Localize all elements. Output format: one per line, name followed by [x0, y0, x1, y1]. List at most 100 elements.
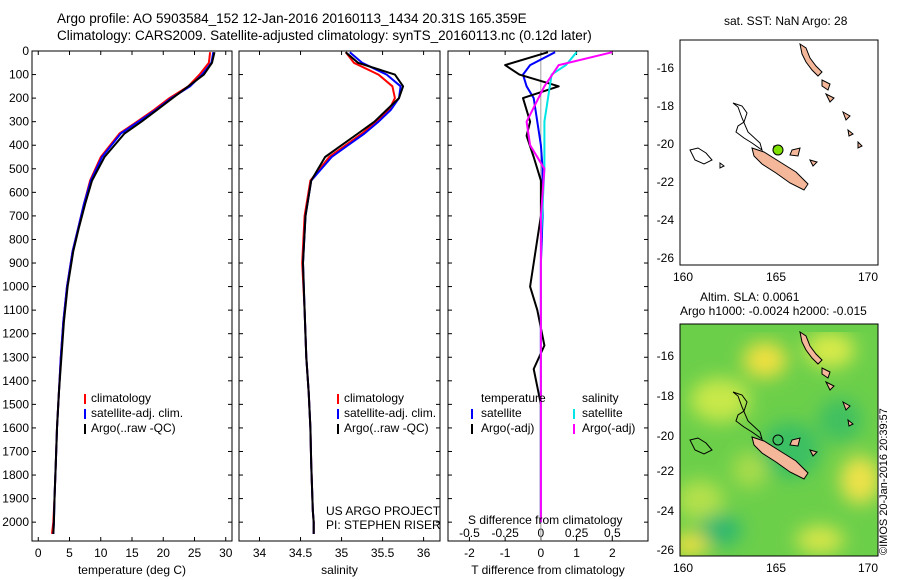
xtick-label: -1: [500, 546, 511, 560]
ytick-label: 1000: [2, 280, 29, 294]
salinity-profile-panel: 34 34.5 35 35.5 36 salinity: [238, 50, 441, 577]
xtick-label: 34: [253, 546, 267, 560]
copyright-timestamp: ©IMOS 20-Jan-2016 20:39:57: [878, 408, 890, 555]
ytick-label: 300: [9, 115, 29, 129]
ytick-label: -20: [657, 429, 675, 443]
xtick-label: 35.5: [371, 546, 395, 560]
difference-profile-panel: -2 -1 0 1 2-0.5 -0.25 0 0.25 0.5T difference fro…: [447, 50, 649, 577]
top-tick-label: -0.25: [491, 526, 519, 540]
coastline: [689, 391, 763, 455]
ytick-label: -20: [657, 137, 675, 151]
xtick-label: 35: [335, 546, 349, 560]
ytick-label: 700: [9, 209, 29, 223]
plot-frame: [447, 50, 649, 542]
xtick-label: 0: [35, 546, 42, 560]
ytick-label: 1700: [2, 444, 29, 458]
land: [751, 42, 863, 191]
legend-climatology: climatology: [344, 391, 404, 405]
legend-sal-satellite: satellite: [582, 406, 623, 420]
temperature-legend: climatology satellite-adj. clim. Argo(..…: [84, 391, 183, 435]
ytick-label: -16: [657, 349, 675, 363]
xtick-label: 20: [157, 546, 171, 560]
top-tick-label: 0.25: [565, 526, 589, 540]
ytick-label: -22: [657, 175, 675, 189]
ytick-label: 1400: [2, 374, 29, 388]
legend-argo: Argo(..raw -QC): [91, 421, 176, 435]
sst-map-title: sat. SST: NaN Argo: 28: [724, 14, 848, 28]
sla-map-title-1: Altim. SLA: 0.0061: [700, 290, 800, 304]
pi-note: PI: STEPHEN RISER: [326, 518, 441, 532]
ytick-label: 500: [9, 162, 29, 176]
xtick-label: 165: [766, 561, 786, 575]
sst-map-ticks: -16 -18 -20 -22 -24 -26: [657, 61, 675, 265]
ytick-label: 2000: [2, 515, 29, 529]
argo-position-marker: [772, 434, 784, 446]
difference-legend: temperature satellite Argo(-adj) salinit…: [468, 391, 635, 527]
x-axis-label: T difference from climatology: [471, 563, 625, 577]
ytick-label: 1800: [2, 468, 29, 482]
project-note: US ARGO PROJECT: [326, 504, 441, 518]
xtick-label: 10: [94, 546, 108, 560]
xtick-label: 15: [125, 546, 139, 560]
series-line-argo: [302, 51, 405, 534]
xtick-label: 2: [609, 546, 616, 560]
ytick-label: 400: [9, 138, 29, 152]
ytick-label: -16: [657, 61, 675, 75]
sla-map-xticks: 160 165 170: [673, 561, 878, 575]
argo-position-marker: [772, 144, 784, 156]
x-axis-label: temperature (deg C): [78, 563, 186, 577]
top-axis-label: S difference from climatology: [468, 513, 623, 527]
header-line-1: Argo profile: AO 5903584_152 12-Jan-2016…: [57, 11, 527, 26]
xtick-label: -2: [464, 546, 475, 560]
ytick-label: -24: [657, 213, 675, 227]
sla-map: Altim. SLA: 0.0061 Argo h1000: -0.0024 h…: [657, 290, 879, 575]
xtick-label: 165: [766, 270, 786, 284]
xtick-label: 30: [219, 546, 233, 560]
sla-map-ticks: -16 -18 -20 -22 -24 -26: [657, 349, 675, 557]
ytick-label: 1100: [3, 303, 29, 317]
ytick-label: 600: [9, 185, 29, 199]
ytick-label: -26: [657, 543, 675, 557]
ytick-label: 100: [9, 68, 29, 82]
ytick-label: 0: [22, 44, 29, 58]
ytick-label: -18: [657, 99, 675, 113]
xtick-label: 25: [188, 546, 202, 560]
xtick-label: 1: [573, 546, 580, 560]
ytick-label: -24: [657, 504, 675, 518]
legend-temp-argo: Argo(-adj): [481, 421, 534, 435]
legend-argo: Argo(..raw -QC): [344, 421, 429, 435]
ytick-label: 1300: [2, 350, 29, 364]
xtick-label: 5: [66, 546, 73, 560]
salinity-legend: climatology satellite-adj. clim. Argo(..…: [326, 391, 441, 532]
ytick-label: 1500: [2, 397, 29, 411]
series-line-argo: [52, 51, 216, 534]
sla-map-title-2: Argo h1000: -0.0024 h2000: -0.015: [680, 304, 867, 318]
series-line-sal_argo: [525, 51, 613, 523]
sst-map: sat. SST: NaN Argo: 28 -16 -18 -20 -22 -…: [657, 14, 879, 284]
xtick-label: 36: [417, 546, 431, 560]
top-tick-label: 0.5: [604, 526, 621, 540]
legend-salinity-heading: salinity: [582, 391, 619, 405]
ytick-label: 800: [9, 232, 29, 246]
ytick-label: 1600: [2, 421, 29, 435]
sla-map-frame: [679, 323, 879, 557]
ytick-label: 1200: [2, 327, 29, 341]
ytick-label: -18: [657, 389, 675, 403]
temperature-profile-panel: 0100200300400500600700800900100011001200…: [2, 44, 232, 577]
legend-temperature-heading: temperature: [481, 391, 546, 405]
legend-satellite: satellite-adj. clim.: [344, 406, 436, 420]
xtick-label: 170: [858, 561, 878, 575]
ytick-label: -26: [657, 251, 675, 265]
ytick-label: 1900: [2, 492, 29, 506]
ytick-label: -22: [657, 464, 675, 478]
ytick-label: 200: [9, 91, 29, 105]
legend-temp-satellite: satellite: [481, 406, 522, 420]
land: [751, 330, 854, 480]
coastline: [689, 102, 763, 169]
sst-map-xticks: 160 165 170: [673, 270, 878, 284]
legend-sal-argo: Argo(-adj): [582, 421, 635, 435]
x-axis-label: salinity: [321, 563, 358, 577]
legend-climatology: climatology: [91, 391, 151, 405]
header-line-2: Climatology: CARS2009. Satellite-adjuste…: [57, 28, 592, 43]
